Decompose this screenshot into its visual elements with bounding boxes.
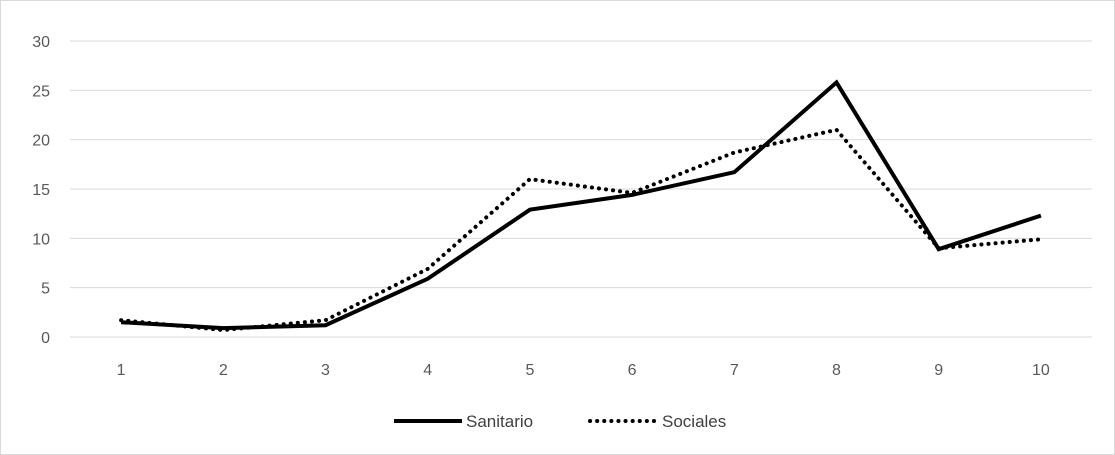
data-point-sociales <box>528 177 532 181</box>
y-tick-label: 10 <box>32 231 50 248</box>
x-tick-label: 5 <box>525 362 534 379</box>
x-tick-label: 1 <box>117 362 126 379</box>
y-tick-label: 20 <box>32 133 50 150</box>
legend-label-sociales: Sociales <box>662 412 726 431</box>
series-lines <box>119 79 1043 333</box>
legend-label-sanitario: Sanitario <box>466 412 533 431</box>
x-tick-label: 6 <box>628 362 637 379</box>
x-tick-label: 3 <box>321 362 330 379</box>
data-point-sanitario <box>426 277 430 281</box>
x-tick-label: 9 <box>934 362 943 379</box>
y-tick-label: 5 <box>41 281 50 298</box>
y-tick-label: 30 <box>32 34 50 51</box>
data-point-sanitario <box>324 323 328 327</box>
data-point-sociales <box>221 328 225 332</box>
data-point-sociales <box>835 128 839 132</box>
x-axis-ticks: 1 2 3 4 5 6 7 8 9 10 <box>117 362 1050 379</box>
x-tick-label: 7 <box>730 362 739 379</box>
x-tick-label: 10 <box>1032 362 1050 379</box>
data-point-sanitario <box>1039 214 1043 218</box>
data-point-sociales <box>1039 237 1043 241</box>
x-tick-label: 2 <box>219 362 228 379</box>
data-point-sanitario <box>835 80 839 84</box>
gridlines <box>70 40 1092 338</box>
data-point-sociales <box>630 191 634 195</box>
series-line-sociales <box>119 127 1043 333</box>
y-axis-ticks: 0 5 10 15 20 25 30 <box>32 34 50 347</box>
data-point-sociales <box>324 318 328 322</box>
legend: Sanitario Sociales <box>394 412 726 431</box>
x-tick-label: 4 <box>423 362 432 379</box>
y-tick-label: 15 <box>32 182 50 199</box>
x-tick-label: 8 <box>832 362 841 379</box>
data-point-sociales <box>426 267 430 271</box>
data-point-sociales <box>937 246 941 250</box>
y-tick-label: 25 <box>32 83 50 100</box>
y-tick-label: 0 <box>41 330 50 347</box>
data-point-sanitario <box>528 208 532 212</box>
data-point-sociales <box>732 150 736 154</box>
data-point-sanitario <box>732 170 736 174</box>
series-line-sanitario <box>120 79 1042 331</box>
data-point-sociales <box>119 318 123 322</box>
